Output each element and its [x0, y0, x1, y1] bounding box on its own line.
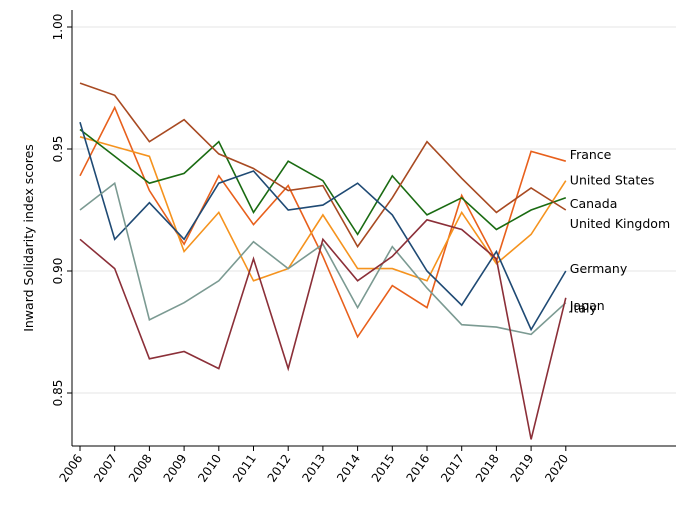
x-tick-label: 2015 [369, 452, 398, 485]
x-tick-label: 2017 [438, 452, 467, 485]
series-label-canada: Canada [570, 196, 618, 211]
series-label-italy: Italy [570, 301, 598, 316]
series-line-united-states [79, 136, 567, 282]
y-tick-label: 0.95 [51, 136, 65, 163]
series-labels: France United States Canada United Kingdom G… [569, 147, 670, 316]
x-tick-label: 2007 [91, 452, 120, 485]
x-tick-label: 2010 [195, 452, 224, 485]
x-tick-label: 2020 [542, 452, 571, 485]
x-tick-label: 2008 [126, 452, 155, 485]
series-line-united-kingdom [79, 82, 567, 249]
y-axis-ticks: 0.85 0.90 0.95 1.00 [51, 14, 72, 407]
x-tick-label: 2016 [403, 452, 432, 485]
y-axis-title: Inward Solidarity index scores [21, 144, 36, 332]
y-tick-label: 1.00 [51, 14, 65, 41]
series-line-italy [79, 181, 567, 336]
series-line-germany [79, 121, 567, 332]
y-tick-label: 0.90 [51, 258, 65, 285]
series-line-canada [79, 128, 567, 236]
x-axis-ticks: 2006 2007 2008 2009 2010 2011 2012 2013 2014 2015… [56, 446, 571, 485]
series-label-united-states: United States [570, 173, 655, 188]
y-tick-label: 0.85 [51, 380, 65, 407]
series-label-france: France [570, 147, 612, 162]
x-tick-label: 2006 [56, 452, 85, 485]
x-tick-label: 2013 [299, 452, 328, 485]
series-label-germany: Germany [570, 261, 628, 276]
x-tick-label: 2018 [473, 452, 502, 485]
x-tick-label: 2009 [161, 452, 190, 485]
x-tick-label: 2014 [334, 452, 363, 485]
x-tick-label: 2011 [230, 452, 259, 485]
series-line-japan [79, 218, 567, 440]
x-tick-label: 2012 [265, 452, 294, 485]
x-tick-label: 2019 [508, 452, 537, 485]
series-label-japan: Japan [569, 298, 605, 313]
series-lines [79, 82, 567, 440]
series-label-united-kingdom: United Kingdom [570, 216, 670, 231]
gridlines [72, 26, 676, 394]
series-line-france [79, 105, 567, 339]
